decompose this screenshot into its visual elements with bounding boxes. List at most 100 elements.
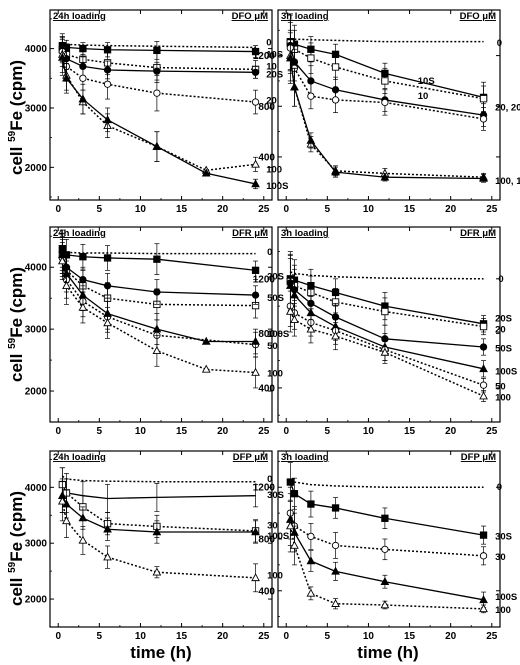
series-100 xyxy=(57,242,260,389)
series-label: 0 xyxy=(267,474,272,485)
data-point xyxy=(251,573,260,582)
data-point xyxy=(479,364,488,373)
y-tick-label: 800 xyxy=(258,535,275,546)
data-point xyxy=(152,346,162,355)
x-tick-label: 10 xyxy=(363,426,375,437)
series-0 xyxy=(290,271,484,280)
series-line xyxy=(61,475,256,483)
series-line xyxy=(289,481,484,536)
data-point xyxy=(479,381,488,389)
data-point xyxy=(103,552,112,561)
series-label: 30 xyxy=(267,520,278,531)
panel-title: 3h loading xyxy=(281,11,329,22)
series-label: 20, 20S xyxy=(495,103,520,114)
data-point xyxy=(380,576,390,585)
x-tick-label: 15 xyxy=(176,631,188,642)
series-0 xyxy=(61,475,256,483)
x-tick-label: 10 xyxy=(135,631,147,642)
series-label: 0 xyxy=(497,38,502,49)
x-tick-label: 0 xyxy=(283,426,289,437)
series-100 xyxy=(57,481,260,593)
series-label: 0 xyxy=(498,274,503,285)
data-point xyxy=(290,314,299,323)
data-point xyxy=(306,324,316,333)
series-30S xyxy=(286,462,488,545)
series-line xyxy=(290,271,484,280)
series-100 xyxy=(285,29,488,182)
data-point xyxy=(251,98,260,106)
series-100S xyxy=(57,39,260,190)
data-point xyxy=(479,322,488,331)
data-point xyxy=(479,115,488,123)
series-label: 30 xyxy=(495,552,506,563)
x-tick-label: 15 xyxy=(404,631,416,642)
y-tick-label: 800 xyxy=(258,329,275,340)
data-point xyxy=(103,524,112,533)
data-point xyxy=(290,82,299,91)
data-point xyxy=(331,167,340,176)
y-tick-label: 800 xyxy=(258,102,275,113)
series-label: 100S xyxy=(495,592,517,603)
x-tick-label: 10 xyxy=(135,204,147,215)
data-point xyxy=(103,115,112,124)
x-tick-label: 15 xyxy=(176,204,188,215)
chelator-label: DFR μM xyxy=(460,228,496,239)
data-point xyxy=(62,281,71,290)
series-label: 10 xyxy=(418,91,429,102)
y-tick-label: 3000 xyxy=(25,325,48,336)
y-tick-label: 4000 xyxy=(25,263,48,274)
data-point xyxy=(201,168,211,177)
data-point xyxy=(153,255,161,263)
series-line xyxy=(62,251,256,255)
y-tick-label: 2000 xyxy=(25,163,48,174)
series-20S xyxy=(286,251,488,333)
data-point xyxy=(285,521,295,530)
chelator-label: DFP μM xyxy=(461,452,496,463)
series-50 xyxy=(286,285,488,393)
series-label: 0 xyxy=(267,247,272,258)
series-label: 50 xyxy=(495,382,506,393)
data-point xyxy=(251,266,260,274)
y-axis-title-row-1: cell 59Fe (cpm) xyxy=(7,60,26,175)
data-point xyxy=(152,324,162,333)
series-label: 20S xyxy=(267,272,284,283)
data-point xyxy=(479,552,488,560)
data-point xyxy=(62,516,71,525)
series-line xyxy=(289,512,484,557)
data-point xyxy=(479,604,488,613)
data-point xyxy=(479,343,488,351)
data-point xyxy=(307,54,315,62)
x-tick-label: 10 xyxy=(363,631,375,642)
y-tick-label: 2000 xyxy=(25,595,48,606)
x-tick-label: 0 xyxy=(55,204,61,215)
series-line xyxy=(290,38,484,43)
series-line xyxy=(61,489,256,500)
y-tick-label: 3000 xyxy=(25,103,48,114)
x-tick-label: 25 xyxy=(486,426,498,437)
x-tick-label: 25 xyxy=(258,204,270,215)
data-point xyxy=(79,253,87,261)
x-tick-label: 20 xyxy=(445,631,457,642)
data-point xyxy=(479,173,488,182)
series-30 xyxy=(58,467,260,543)
series-label: 10S xyxy=(266,50,283,61)
series-line xyxy=(289,42,484,100)
x-tick-label: 5 xyxy=(325,426,331,437)
series-line xyxy=(289,41,484,99)
data-point xyxy=(153,288,161,296)
data-point xyxy=(152,567,162,576)
data-point xyxy=(201,336,211,345)
data-point xyxy=(251,47,260,56)
x-tick-label: 20 xyxy=(217,204,229,215)
panel-title: 24h loading xyxy=(53,228,106,239)
series-20 xyxy=(286,253,488,336)
series-label: 100S xyxy=(495,367,517,378)
series-label: 20 xyxy=(495,324,506,335)
data-point xyxy=(331,63,340,71)
data-point xyxy=(251,291,260,299)
x-tick-label: 25 xyxy=(486,631,498,642)
x-tick-label: 5 xyxy=(325,204,331,215)
